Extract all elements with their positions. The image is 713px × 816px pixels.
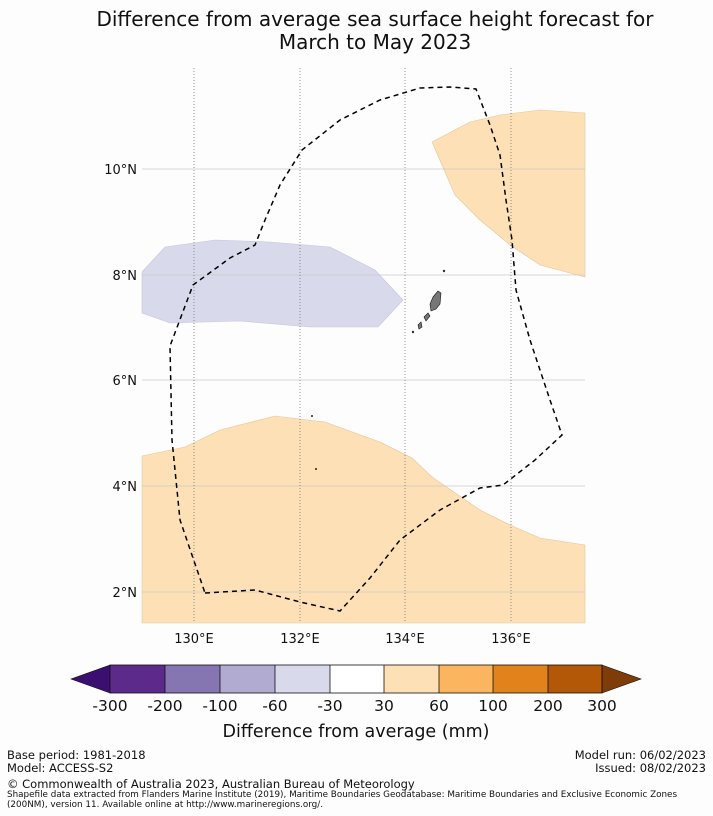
lat-label: 2°N	[113, 586, 138, 601]
anomaly-region-south	[141, 415, 586, 624]
colorbar-tick-label: -200	[147, 697, 182, 715]
lon-label: 136°E	[491, 632, 531, 647]
latitude-labels: 10°N 8°N 6°N 4°N 2°N	[104, 163, 137, 601]
colorbar-segment	[384, 665, 439, 693]
anomaly-region-northeast	[431, 109, 586, 278]
shapefile-credit: Shapefile data extracted from Flanders M…	[7, 790, 678, 810]
lat-label: 8°N	[113, 269, 138, 284]
colorbar-segment	[330, 665, 384, 693]
lat-label: 4°N	[113, 480, 138, 495]
anomaly-region-west	[141, 239, 404, 328]
longitude-labels: 130°E 132°E 134°E 136°E	[174, 632, 531, 647]
colorbar-tick-label: 100	[478, 697, 508, 715]
colorbar-segment	[493, 665, 548, 693]
run-info: Model run: 06/02/2023 Issued: 08/02/2023	[575, 749, 706, 775]
colorbar-segment	[110, 665, 165, 693]
lat-label: 10°N	[104, 163, 137, 178]
colorbar-low-extension	[70, 664, 111, 694]
colorbar-tick-label: -100	[202, 697, 237, 715]
colorbar: -300 -200 -100 -60 -30 30 60 100 200 300…	[70, 664, 642, 742]
lat-label: 6°N	[113, 374, 138, 389]
model-info: Base period: 1981-2018 Model: ACCESS-S2	[7, 749, 146, 775]
issued-date: Issued: 08/02/2023	[595, 761, 706, 775]
land-palau	[310, 269, 446, 470]
title-line-1: Difference from average sea surface heig…	[96, 7, 654, 31]
colorbar-segment	[439, 665, 493, 693]
model-name: Model: ACCESS-S2	[7, 761, 114, 775]
colorbar-tick-label: 60	[429, 697, 449, 715]
map-panel	[141, 68, 586, 624]
lon-label: 130°E	[174, 632, 214, 647]
eez-boundary-line	[169, 86, 563, 612]
map-title: Difference from average sea surface heig…	[0, 8, 713, 54]
longitude-gridlines	[193, 68, 512, 623]
colorbar-tick-label: -30	[317, 697, 342, 715]
colorbar-tick-label: -300	[92, 697, 127, 715]
title-line-2: March to May 2023	[278, 30, 472, 54]
base-period: Base period: 1981-2018	[7, 748, 146, 762]
lon-label: 132°E	[280, 632, 320, 647]
colorbar-tick-label: -60	[262, 697, 287, 715]
colorbar-segment	[275, 665, 330, 693]
colorbar-tick-label: 200	[533, 697, 563, 715]
colorbar-segment	[165, 665, 220, 693]
colorbar-high-extension	[601, 664, 642, 694]
colorbar-tick-label: 300	[587, 697, 617, 715]
colorbar-tick-label: 30	[374, 697, 394, 715]
colorbar-title: Difference from average (mm)	[222, 722, 489, 742]
lon-label: 134°E	[385, 632, 425, 647]
copyright-notice: © Commonwealth of Australia 2023, Austra…	[7, 777, 415, 791]
colorbar-segment	[220, 665, 275, 693]
colorbar-segment	[548, 665, 602, 693]
model-run-date: Model run: 06/02/2023	[574, 748, 706, 762]
